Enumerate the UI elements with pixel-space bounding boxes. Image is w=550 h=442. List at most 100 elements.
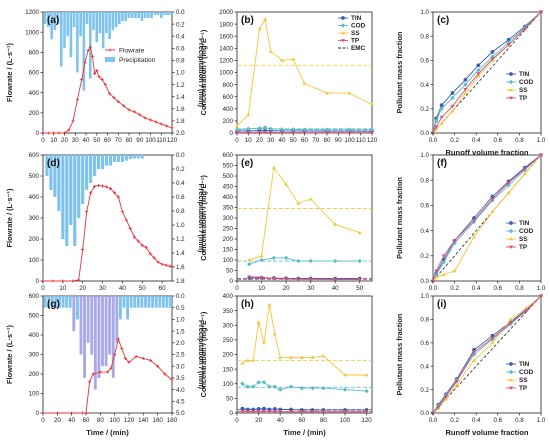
x-axis-label: Time / (min) bbox=[283, 428, 326, 437]
flow-point-5 bbox=[81, 248, 85, 251]
TP-point-4 bbox=[268, 131, 273, 135]
TP-point-9 bbox=[539, 10, 543, 14]
panel-label: (b) bbox=[241, 15, 254, 26]
flow-point-14 bbox=[127, 360, 131, 364]
legend-label-SS: SS bbox=[519, 236, 528, 243]
y-tick-label: 0.0 bbox=[420, 410, 429, 417]
y-tick-label: 0.8 bbox=[420, 177, 429, 184]
precipitation-bar bbox=[83, 296, 86, 378]
COD-point-0 bbox=[234, 127, 240, 133]
panel-label: (i) bbox=[437, 299, 446, 310]
TP-point-2 bbox=[443, 395, 448, 399]
y-tick-label: 300 bbox=[223, 215, 234, 222]
precipitation-bar bbox=[118, 12, 121, 25]
precipitation-bar bbox=[166, 12, 169, 16]
precipitation-bar bbox=[153, 12, 157, 16]
y2-tick-label: 1.4 bbox=[176, 250, 185, 257]
flow-point-9 bbox=[109, 366, 113, 370]
y2-tick-label: 0.0 bbox=[176, 152, 185, 159]
TP-point-6 bbox=[506, 181, 511, 185]
precipitation-bar bbox=[121, 12, 124, 22]
precipitation-bar bbox=[105, 12, 108, 34]
SS-point-7 bbox=[522, 171, 527, 176]
precipitation-bar bbox=[144, 296, 147, 308]
legend-swatch-precipitation bbox=[105, 57, 115, 62]
legend-label-TIN: TIN bbox=[351, 15, 362, 22]
series-line-TP bbox=[432, 11, 542, 134]
x-tick-label: 0.2 bbox=[450, 417, 459, 424]
TP-point-8 bbox=[539, 153, 543, 157]
TP-point-6 bbox=[291, 131, 296, 135]
x-tick-label: 0.8 bbox=[515, 417, 524, 424]
SS-point-legend bbox=[509, 237, 513, 241]
flow-point-7 bbox=[89, 191, 93, 195]
COD-point-10 bbox=[369, 127, 375, 132]
SS-point-7 bbox=[357, 230, 362, 235]
y-tick-label: 600 bbox=[223, 152, 234, 159]
precipitation-bar bbox=[79, 296, 83, 355]
x-tick-label: 10 bbox=[50, 137, 57, 144]
y2-tick-label: 2.5 bbox=[176, 352, 185, 359]
COD-point-5 bbox=[267, 384, 272, 389]
SS-point-9 bbox=[347, 91, 352, 95]
panel-e: 0 10 20 30 40 5005010015020025030035040045050… bbox=[199, 152, 373, 292]
TIN-point-0 bbox=[240, 406, 245, 411]
x-tick-label: 60 bbox=[104, 137, 111, 144]
precipitation-bar bbox=[154, 296, 158, 308]
TP-point-9 bbox=[347, 131, 352, 135]
flow-point-17 bbox=[149, 358, 152, 362]
x-tick-label: 180 bbox=[167, 417, 178, 424]
x-tick-label: 0.6 bbox=[493, 285, 502, 292]
TP-point-7 bbox=[522, 167, 527, 171]
SS-point-11 bbox=[321, 353, 326, 358]
flow-point-19 bbox=[163, 372, 167, 376]
COD-point-6 bbox=[291, 127, 296, 132]
flow-point-30 bbox=[170, 126, 174, 130]
x-tick-label: 20 bbox=[61, 137, 68, 144]
y-tick-label: 1200 bbox=[219, 58, 233, 65]
flow-point-25 bbox=[143, 116, 147, 120]
y2-axis-label: Precipitation / (mm) bbox=[197, 38, 206, 108]
y2-tick-label: 1.0 bbox=[176, 222, 185, 229]
x-tick-label: 0.6 bbox=[493, 417, 502, 424]
y-axis-label: Flowrate / (L·s⁻¹) bbox=[5, 43, 14, 102]
x-tick-label: 50 bbox=[139, 285, 146, 292]
y-axis-label: Pollutant mass fraction bbox=[395, 177, 404, 259]
TIN-point-3 bbox=[256, 407, 261, 411]
flow-point-15 bbox=[134, 354, 138, 358]
flow-point-5 bbox=[88, 380, 92, 384]
flow-point-18 bbox=[156, 364, 160, 368]
COD-point-9 bbox=[299, 385, 304, 391]
precipitation-bar bbox=[76, 12, 79, 73]
y-tick-label: 600 bbox=[223, 94, 234, 101]
flow-point-18 bbox=[132, 235, 136, 239]
y2-tick-label: 0.2 bbox=[176, 166, 185, 173]
y-tick-label: 450 bbox=[223, 184, 234, 191]
flow-point-9 bbox=[83, 60, 87, 64]
y-tick-label: 0 bbox=[230, 130, 234, 137]
TP-point-7 bbox=[278, 410, 283, 414]
SS-point-4 bbox=[463, 91, 468, 95]
x-axis-label: Time / (min) bbox=[86, 428, 129, 437]
SS-point-6 bbox=[272, 332, 277, 336]
TP-point-3 bbox=[454, 380, 459, 384]
flow-point-8 bbox=[80, 78, 84, 82]
precipitation-bar bbox=[158, 296, 162, 308]
TP-point-1 bbox=[436, 405, 441, 410]
SS-point-10 bbox=[310, 355, 315, 359]
precipitation-bar bbox=[66, 12, 70, 37]
x-tick-label: 0.8 bbox=[515, 285, 524, 292]
TP-point-5 bbox=[476, 72, 481, 76]
y-tick-label: 400 bbox=[29, 90, 40, 97]
flow-point-27 bbox=[154, 120, 158, 124]
TP-point-4 bbox=[472, 350, 477, 355]
y-tick-label: 600 bbox=[29, 70, 40, 77]
flow-point-1 bbox=[51, 279, 55, 283]
SS-point-6 bbox=[333, 222, 338, 226]
flow-point-11 bbox=[105, 185, 109, 189]
legend-label-TP: TP bbox=[351, 38, 360, 45]
TP-point-8 bbox=[539, 294, 543, 298]
y-tick-label: 0.8 bbox=[420, 33, 429, 40]
series-SS bbox=[235, 17, 374, 128]
